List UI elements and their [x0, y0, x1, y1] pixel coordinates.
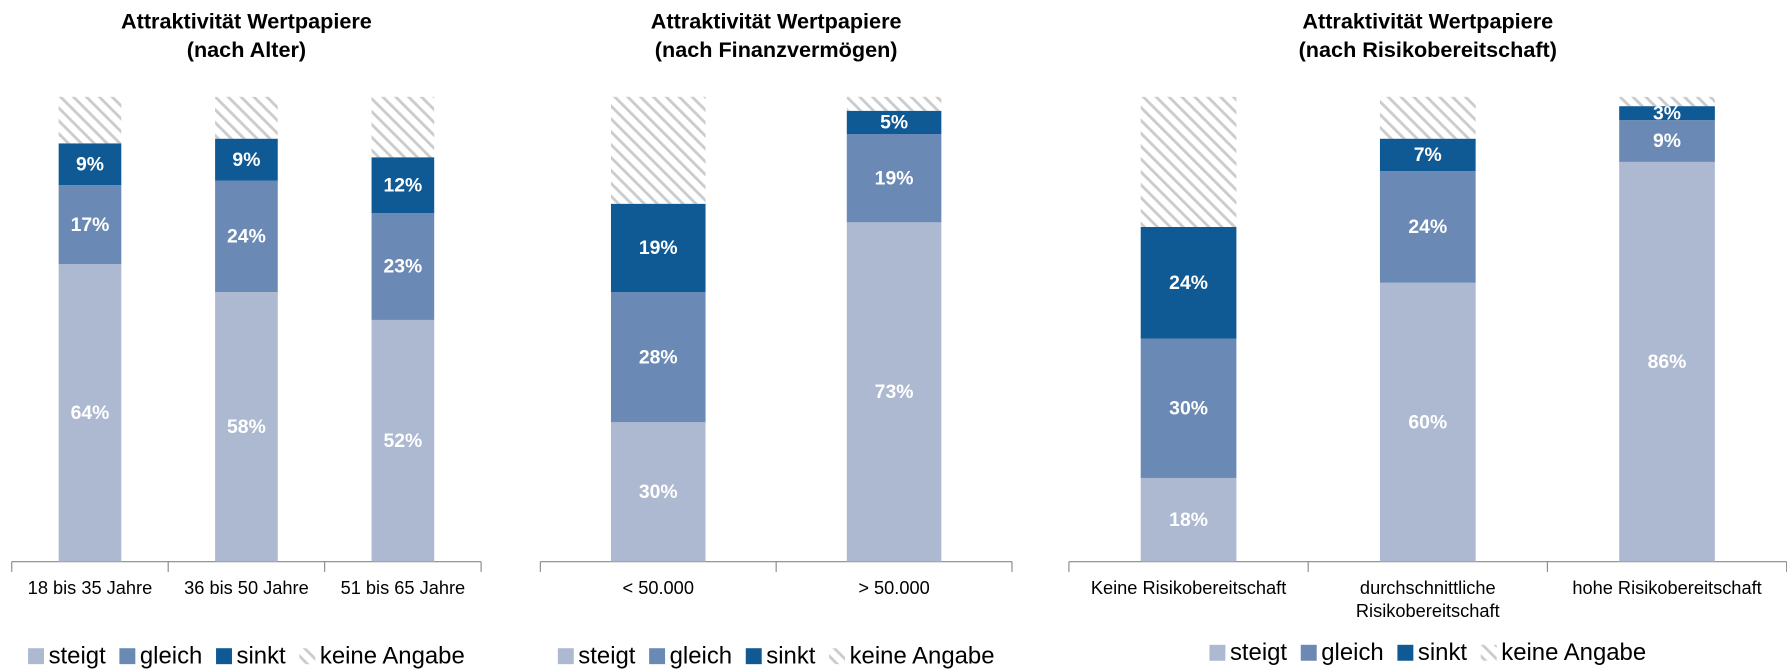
bar-segment — [1379, 96, 1476, 139]
bar-segment — [58, 185, 122, 265]
bar-segment — [1379, 171, 1476, 283]
data-label: 28% — [639, 346, 678, 368]
legend-label: steigt — [49, 643, 106, 670]
chart-title: Attraktivität Wertpapiere — [121, 9, 372, 34]
data-label: 12% — [384, 174, 423, 196]
bar-segment — [215, 180, 278, 293]
chart-subtitle: (nach Risikobereitschaft) — [1299, 37, 1557, 62]
chart-subtitle: (nach Finanzvermögen) — [655, 37, 898, 62]
legend: steigt gleich sinkt keine Angabe — [557, 643, 995, 670]
data-label: 52% — [384, 430, 423, 452]
x-tick-label: 18 bis 35 Jahre — [28, 578, 153, 598]
data-label: 18% — [1169, 509, 1208, 531]
bar-segment — [371, 319, 435, 562]
x-tick-label: durchschnittliche Risikobereitschaft — [1356, 578, 1500, 621]
data-label: 24% — [227, 226, 266, 248]
bar-segment — [215, 96, 278, 139]
bar-segment — [846, 134, 942, 223]
bar-segment — [610, 422, 706, 562]
data-label: 30% — [639, 481, 678, 503]
legend-label: sinkt — [766, 643, 816, 670]
legend-swatch — [299, 648, 316, 665]
bar-segment — [58, 264, 122, 562]
legend: steigt gleich sinkt keine Angabe — [28, 643, 465, 670]
bar-segment — [1379, 138, 1476, 172]
data-label: 23% — [384, 256, 423, 278]
x-tick-label: Keine Risikobereitschaft — [1091, 578, 1286, 598]
bar-segment — [58, 143, 122, 186]
bar-segment — [1140, 477, 1237, 562]
legend-swatch — [216, 648, 232, 665]
data-label: 73% — [875, 381, 914, 403]
data-label: 58% — [227, 416, 266, 438]
legend-swatch — [28, 648, 45, 665]
data-label: 60% — [1408, 411, 1447, 433]
legend-label: gleich — [670, 643, 732, 670]
legend-swatch — [649, 648, 666, 665]
bar-segment — [1140, 226, 1237, 339]
data-label: 7% — [1414, 144, 1442, 166]
x-tick-label: 36 bis 50 Jahre — [184, 578, 309, 598]
data-label: 17% — [71, 214, 110, 236]
legend-swatch — [1480, 644, 1497, 661]
legend-label: sinkt — [1418, 639, 1468, 666]
legend-label: steigt — [1230, 639, 1287, 666]
legend-swatch — [1300, 644, 1317, 661]
bar-segment — [846, 96, 942, 111]
bar-segment — [1619, 106, 1715, 121]
bar-segment — [846, 222, 942, 562]
legend-swatch — [119, 648, 136, 665]
legend-label: keine Angabe — [320, 643, 465, 670]
data-label: 9% — [1653, 130, 1681, 152]
data-label: 24% — [1408, 216, 1447, 238]
legend: steigt gleich sinkt keine Angabe — [1209, 639, 1646, 666]
legend-label: keine Angabe — [850, 643, 995, 670]
legend-label: sinkt — [237, 643, 287, 670]
legend-swatch — [1209, 644, 1226, 661]
bar-segment — [610, 203, 706, 293]
bar-segment — [1619, 120, 1715, 162]
data-label: 5% — [880, 112, 908, 134]
bar-segment — [846, 110, 942, 135]
bar-segment — [215, 138, 278, 181]
x-tick-label: hohe Risikobereitschaft — [1572, 578, 1761, 598]
bar-segment — [1619, 96, 1715, 107]
chart-title: Attraktivität Wertpapiere — [1302, 9, 1553, 34]
bar-segment — [1140, 338, 1237, 478]
chart-title: Attraktivität Wertpapiere — [651, 9, 902, 34]
legend-label: gleich — [140, 643, 202, 670]
legend-swatch — [1397, 644, 1414, 661]
legend-label: gleich — [1321, 639, 1383, 666]
data-label: 9% — [76, 153, 104, 175]
data-label: 19% — [875, 167, 914, 189]
legend-label: keine Angabe — [1501, 639, 1646, 666]
x-tick-label: 51 bis 65 Jahre — [341, 578, 466, 598]
bar-segment — [610, 292, 706, 423]
bar-segment — [371, 96, 435, 158]
bar-segment — [215, 292, 278, 562]
x-tick-label: < 50.000 — [623, 578, 694, 598]
bar-segment — [1379, 282, 1476, 562]
bar-segment — [1140, 96, 1237, 227]
data-label: 24% — [1169, 272, 1208, 294]
x-tick-label: > 50.000 — [858, 578, 929, 598]
bar-segment — [1619, 161, 1715, 562]
legend-label: steigt — [578, 643, 635, 670]
data-label: 64% — [71, 402, 110, 424]
bar-segment — [371, 157, 435, 214]
data-label: 86% — [1648, 351, 1687, 373]
data-label: 19% — [639, 237, 678, 259]
chart-subtitle: (nach Alter) — [187, 37, 306, 62]
data-label: 30% — [1169, 397, 1208, 419]
legend-swatch — [829, 648, 846, 665]
legend-swatch — [745, 648, 762, 665]
bar-segment — [58, 96, 122, 144]
legend-swatch — [557, 648, 574, 665]
data-label: 9% — [232, 149, 260, 171]
bar-segment — [371, 213, 435, 320]
bar-segment — [610, 96, 706, 204]
data-label: 3% — [1653, 102, 1681, 124]
